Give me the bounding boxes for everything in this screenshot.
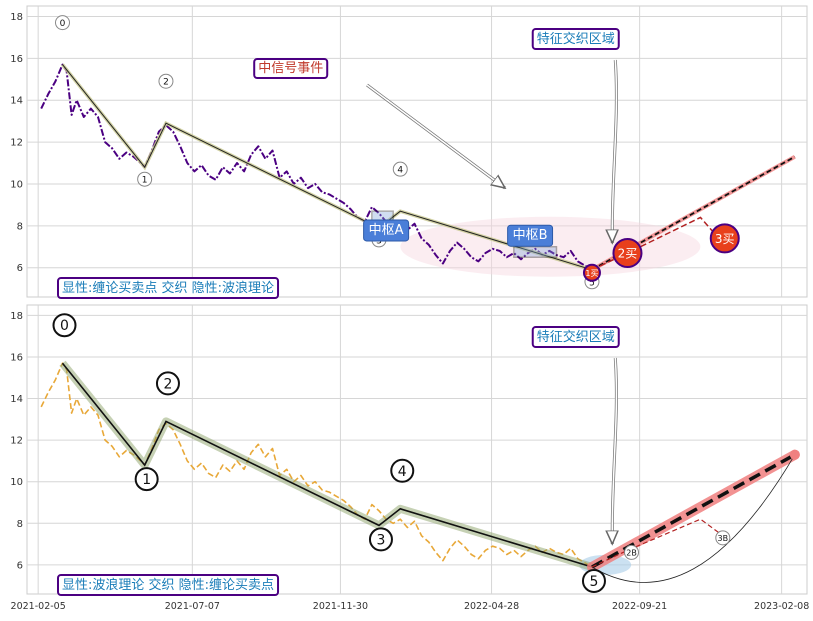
bottom-wave-label: 0 (60, 318, 69, 334)
top-feature-zone-box (531, 28, 620, 50)
buy-point-label: 1买 (585, 269, 598, 278)
signal-arrow (366, 84, 505, 188)
top-wave-label-circle (392, 161, 408, 177)
hidden-buy-marker (715, 530, 731, 546)
pivot-box (513, 246, 558, 258)
signal-event-label: 中信号事件 (258, 61, 323, 76)
buy-point-marker (612, 238, 643, 269)
bottom-plot-frame (26, 304, 808, 595)
top-caption-box (57, 277, 280, 299)
top-caption: 显性:缠论买卖点 交织 隐性:波浪理论 (62, 280, 274, 296)
bottom-y-tick-label: 16 (10, 352, 23, 363)
bottom-wave-label: 5 (590, 574, 599, 590)
x-tick-label: 2021-07-07 (165, 601, 220, 612)
projection-arc (591, 454, 796, 583)
x-tick-label: 2021-02-05 (11, 601, 66, 612)
trend-projection-line (591, 155, 796, 271)
bottom-wave-label: 1 (142, 472, 151, 488)
x-axis: 2021-02-05 2021-07-07 2021-11-30 2022-04-28… (11, 601, 810, 612)
bottom-wave-label-circle (581, 568, 606, 593)
bottom-y-tick-label: 18 (10, 311, 23, 322)
hidden-buy-marker (624, 544, 640, 560)
x-tick-label: 2022-04-28 (464, 601, 519, 612)
bottom-caption-box (57, 574, 280, 596)
projection-end-dot (789, 449, 800, 460)
top-plot-frame (26, 5, 808, 298)
bottom-wave-label-circle (155, 371, 180, 396)
top-wave-label: 4 (397, 166, 403, 176)
bottom-wave-label: 2 (163, 376, 172, 392)
top-wave-label-circle (55, 15, 71, 31)
bottom-y-tick-label: 14 (10, 394, 23, 405)
bottom-wave-label: 4 (398, 464, 407, 480)
pivot-label: 中枢A (369, 223, 404, 238)
hidden-buy-label: 3B (718, 534, 729, 543)
signal-event-box (253, 58, 329, 79)
bottom-feature-zone-label: 特征交织区域 (537, 329, 615, 345)
top-wave-label: 5 (589, 278, 595, 288)
pivot-label: 中枢B (513, 228, 548, 243)
top-wave-label: 1 (142, 176, 148, 186)
top-feature-zone-arrow (612, 59, 616, 243)
top-wave-label-circle (158, 73, 174, 89)
hidden-buy-path (591, 518, 727, 568)
top-wave-label: 2 (163, 78, 169, 88)
top-wave-label: 0 (60, 19, 66, 29)
top-y-tick-label: 8 (17, 221, 23, 232)
bottom-feature-zone-box (531, 326, 620, 348)
bottom-caption: 显性:波浪理论 交织 隐性:缠论买卖点 (62, 577, 274, 593)
bottom-wave-label-circle (368, 527, 393, 552)
buy-point-label: 3买 (715, 232, 735, 246)
top-price-line (40, 63, 593, 271)
x-tick-label: 2022-09-21 (612, 601, 667, 612)
bottom-y-tick-label: 6 (17, 560, 23, 571)
top-y-tick-label: 12 (10, 138, 23, 149)
top-y-tick-label: 6 (17, 263, 23, 274)
bottom-feature-zone-arrow (612, 357, 616, 544)
buy-point-label: 2买 (618, 247, 638, 261)
bottom-wave-label: 3 (377, 532, 386, 548)
pivot-label-box (363, 219, 410, 242)
top-y-tick-label: 14 (10, 96, 23, 107)
top-wave-label-circle (137, 171, 153, 187)
bottom-wave-label-circle (134, 467, 159, 492)
buy-point-marker (709, 223, 740, 254)
bottom-y-tick-label: 10 (10, 477, 23, 488)
top-y-tick-label: 16 (10, 54, 23, 65)
bottom-y-tick-label: 12 (10, 436, 23, 447)
wave-line (61, 362, 593, 568)
top-y-tick-label: 18 (10, 12, 23, 23)
top-feature-zone-label: 特征交织区域 (537, 31, 615, 47)
hidden-buy-label: 2B (626, 548, 637, 557)
pivot-label-box (507, 224, 554, 247)
wave-line (62, 64, 593, 271)
bottom-wave-label-circle (390, 458, 415, 483)
buy-points-path (591, 216, 720, 271)
x-tick-label: 2023-02-08 (754, 601, 809, 612)
top-y-tick-label: 10 (10, 179, 23, 190)
x-tick-label: 2021-11-30 (313, 601, 368, 612)
bottom-wave-label-circle (52, 313, 77, 338)
buy-point-marker (582, 263, 601, 282)
bottom-y-tick-label: 8 (17, 519, 23, 530)
